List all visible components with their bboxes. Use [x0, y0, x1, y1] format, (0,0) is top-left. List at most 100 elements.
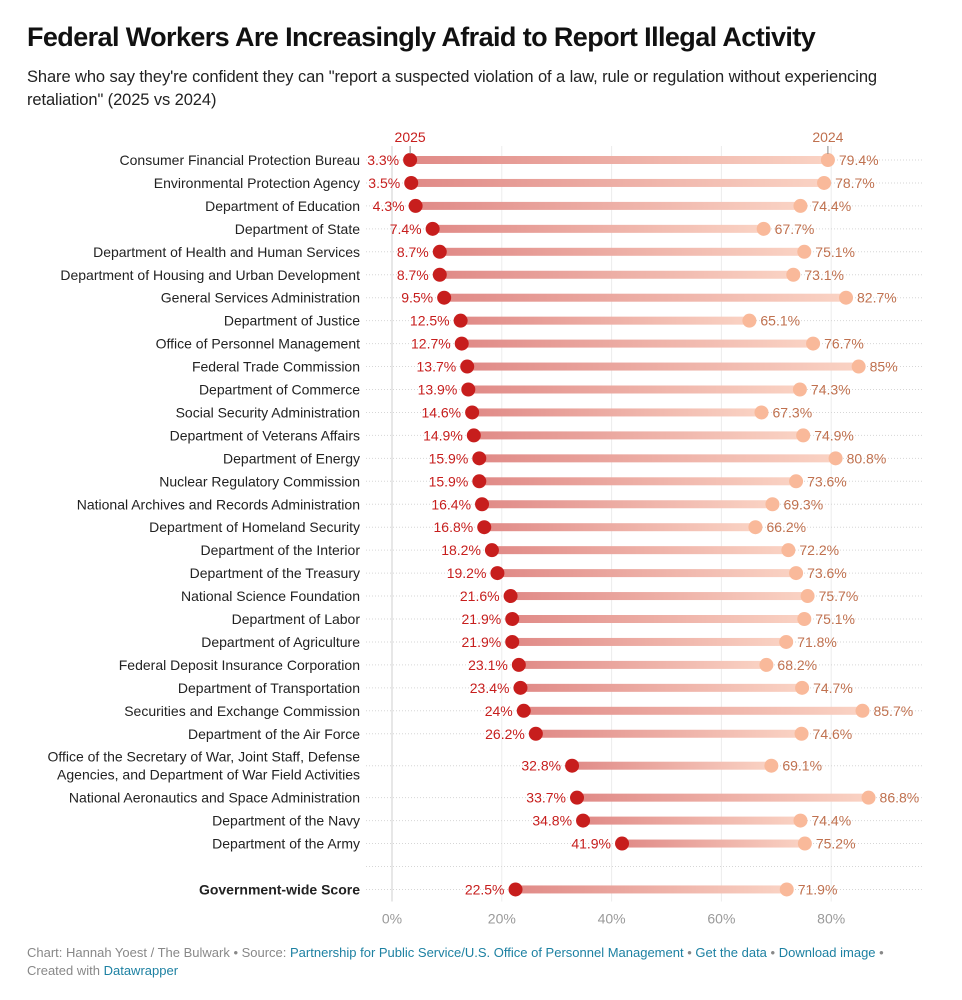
value-label-2024: 85.7%	[873, 703, 913, 719]
category-label: Department of Agriculture	[201, 634, 360, 650]
value-label-2025: 8.7%	[397, 267, 429, 283]
dot-2025	[615, 836, 630, 851]
dot-2024	[764, 758, 779, 773]
value-label-2025: 22.5%	[465, 881, 505, 897]
chart-row: Department of Housing and Urban Developm…	[60, 267, 844, 283]
category-label: Government-wide Score	[199, 881, 360, 897]
value-label-2024: 80.8%	[847, 450, 887, 466]
range-bar	[577, 793, 869, 802]
value-label-2025: 23.1%	[468, 657, 508, 673]
category-label: General Services Administration	[161, 290, 360, 306]
chart-row: Department of the Treasury 19.2% 73.6%	[190, 565, 847, 581]
range-bar	[432, 224, 764, 233]
range-bar	[622, 839, 805, 848]
value-label-2024: 86.8%	[880, 790, 920, 806]
range-bar	[444, 293, 847, 302]
value-label-2024: 82.7%	[857, 290, 897, 306]
chart-row: Nuclear Regulatory Commission 15.9% 73.6%	[159, 473, 847, 489]
range-bar	[497, 569, 797, 578]
value-label-2025: 21.6%	[460, 588, 500, 604]
range-bar	[410, 156, 828, 164]
range-bar	[468, 385, 800, 394]
range-bar	[439, 247, 805, 256]
dot-2025	[472, 451, 487, 466]
value-label-2025: 14.9%	[423, 427, 463, 443]
value-label-2025: 41.9%	[571, 836, 611, 852]
dot-2024	[756, 221, 771, 236]
dot-2024	[792, 382, 807, 397]
chart-row: Government-wide Score 22.5% 71.9%	[199, 881, 837, 897]
chart-row: Department of the Army 41.9% 75.2%	[212, 836, 855, 852]
get-the-data-link[interactable]: Get the data	[695, 945, 767, 960]
range-bar	[512, 637, 787, 646]
category-label: Social Security Administration	[176, 404, 360, 420]
range-bar	[515, 885, 787, 894]
category-label: Environmental Protection Agency	[154, 175, 360, 191]
dot-2024	[794, 726, 809, 741]
range-bar	[535, 729, 802, 738]
range-bar	[572, 761, 772, 770]
footer-credit: Chart: Hannah Yoest / The Bulwark • Sour…	[27, 945, 291, 960]
dot-2024	[789, 566, 804, 581]
value-label-2025: 3.5%	[368, 175, 400, 191]
category-label: Department of Energy	[223, 450, 360, 466]
dot-2024	[797, 244, 812, 259]
dot-2024	[797, 612, 812, 626]
dot-2024	[754, 405, 769, 420]
category-label: Agencies, and Department of War Field Ac…	[57, 767, 360, 783]
range-bar	[523, 706, 863, 715]
dot-2024	[817, 175, 832, 190]
value-label-2024: 67.3%	[772, 404, 812, 420]
value-label-2025: 26.2%	[485, 726, 525, 742]
range-bar	[473, 431, 804, 440]
category-label: Department of Justice	[224, 313, 360, 329]
value-label-2024: 71.8%	[797, 634, 837, 650]
value-label-2025: 19.2%	[447, 565, 487, 581]
category-label: Federal Deposit Insurance Corporation	[119, 657, 360, 673]
footer-separator: •	[766, 945, 779, 960]
chart-row: National Aeronautics and Space Administr…	[69, 790, 919, 806]
value-label-2024: 78.7%	[835, 175, 875, 191]
category-label: Department of Homeland Security	[149, 519, 360, 535]
chart-row: Social Security Administration 14.6% 67.3%	[176, 404, 813, 420]
value-label-2024: 67.7%	[775, 221, 815, 237]
dot-2025	[453, 313, 468, 328]
value-label-2024: 69.1%	[782, 758, 822, 774]
value-label-2025: 13.9%	[418, 382, 458, 398]
dot-2024	[851, 359, 866, 374]
value-label-2024: 74.9%	[814, 427, 854, 443]
category-label: Nuclear Regulatory Commission	[159, 473, 360, 489]
category-label: Securities and Exchange Commission	[124, 703, 360, 719]
range-bar	[472, 408, 762, 417]
source-link[interactable]: Partnership for Public Service/U.S. Offi…	[290, 945, 684, 960]
category-label: Department of the Interior	[200, 542, 360, 558]
dot-2024	[828, 451, 843, 466]
dot-2024	[765, 497, 780, 512]
category-label: Department of Transportation	[178, 680, 360, 696]
dot-2024	[861, 790, 876, 805]
dot-2024	[748, 520, 763, 535]
datawrapper-link[interactable]: Datawrapper	[103, 963, 179, 978]
dot-2025	[490, 566, 505, 581]
chart-row: General Services Administration 9.5% 82.7%	[161, 290, 897, 306]
range-dot-chart: Consumer Financial Protection Bureau 3.3%…	[47, 129, 922, 926]
category-label: Department of the Air Force	[188, 726, 360, 742]
category-label: Office of Personnel Management	[156, 336, 361, 352]
chart-row: Department of Education 4.3% 74.4%	[205, 198, 851, 214]
value-label-2024: 75.2%	[816, 836, 856, 852]
value-label-2024: 74.4%	[811, 198, 851, 214]
value-label-2025: 12.7%	[411, 336, 451, 352]
dot-2024	[793, 198, 808, 213]
chart-row: Department of Veterans Affairs 14.9% 74.9%	[170, 427, 854, 443]
value-label-2024: 73.1%	[804, 267, 844, 283]
value-label-2025: 7.4%	[390, 221, 422, 237]
range-bar	[510, 592, 808, 601]
series-header-2024: 2024	[812, 129, 843, 145]
rows: Consumer Financial Protection Bureau 3.3%…	[47, 152, 919, 897]
download-image-link[interactable]: Download image	[778, 945, 876, 960]
value-label-2025: 16.8%	[434, 519, 474, 535]
value-label-2025: 21.9%	[462, 634, 502, 650]
dot-2025	[511, 657, 526, 672]
dot-2024	[795, 680, 810, 695]
category-label: National Science Foundation	[181, 588, 360, 604]
